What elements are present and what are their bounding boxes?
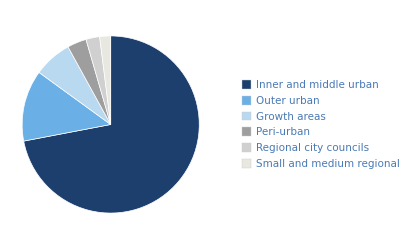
Wedge shape xyxy=(99,36,110,124)
Wedge shape xyxy=(24,36,199,213)
Wedge shape xyxy=(22,72,110,141)
Wedge shape xyxy=(86,37,110,124)
Wedge shape xyxy=(39,47,110,124)
Wedge shape xyxy=(68,39,110,124)
Legend: Inner and middle urban, Outer urban, Growth areas, Peri-urban, Regional city cou: Inner and middle urban, Outer urban, Gro… xyxy=(237,76,404,173)
